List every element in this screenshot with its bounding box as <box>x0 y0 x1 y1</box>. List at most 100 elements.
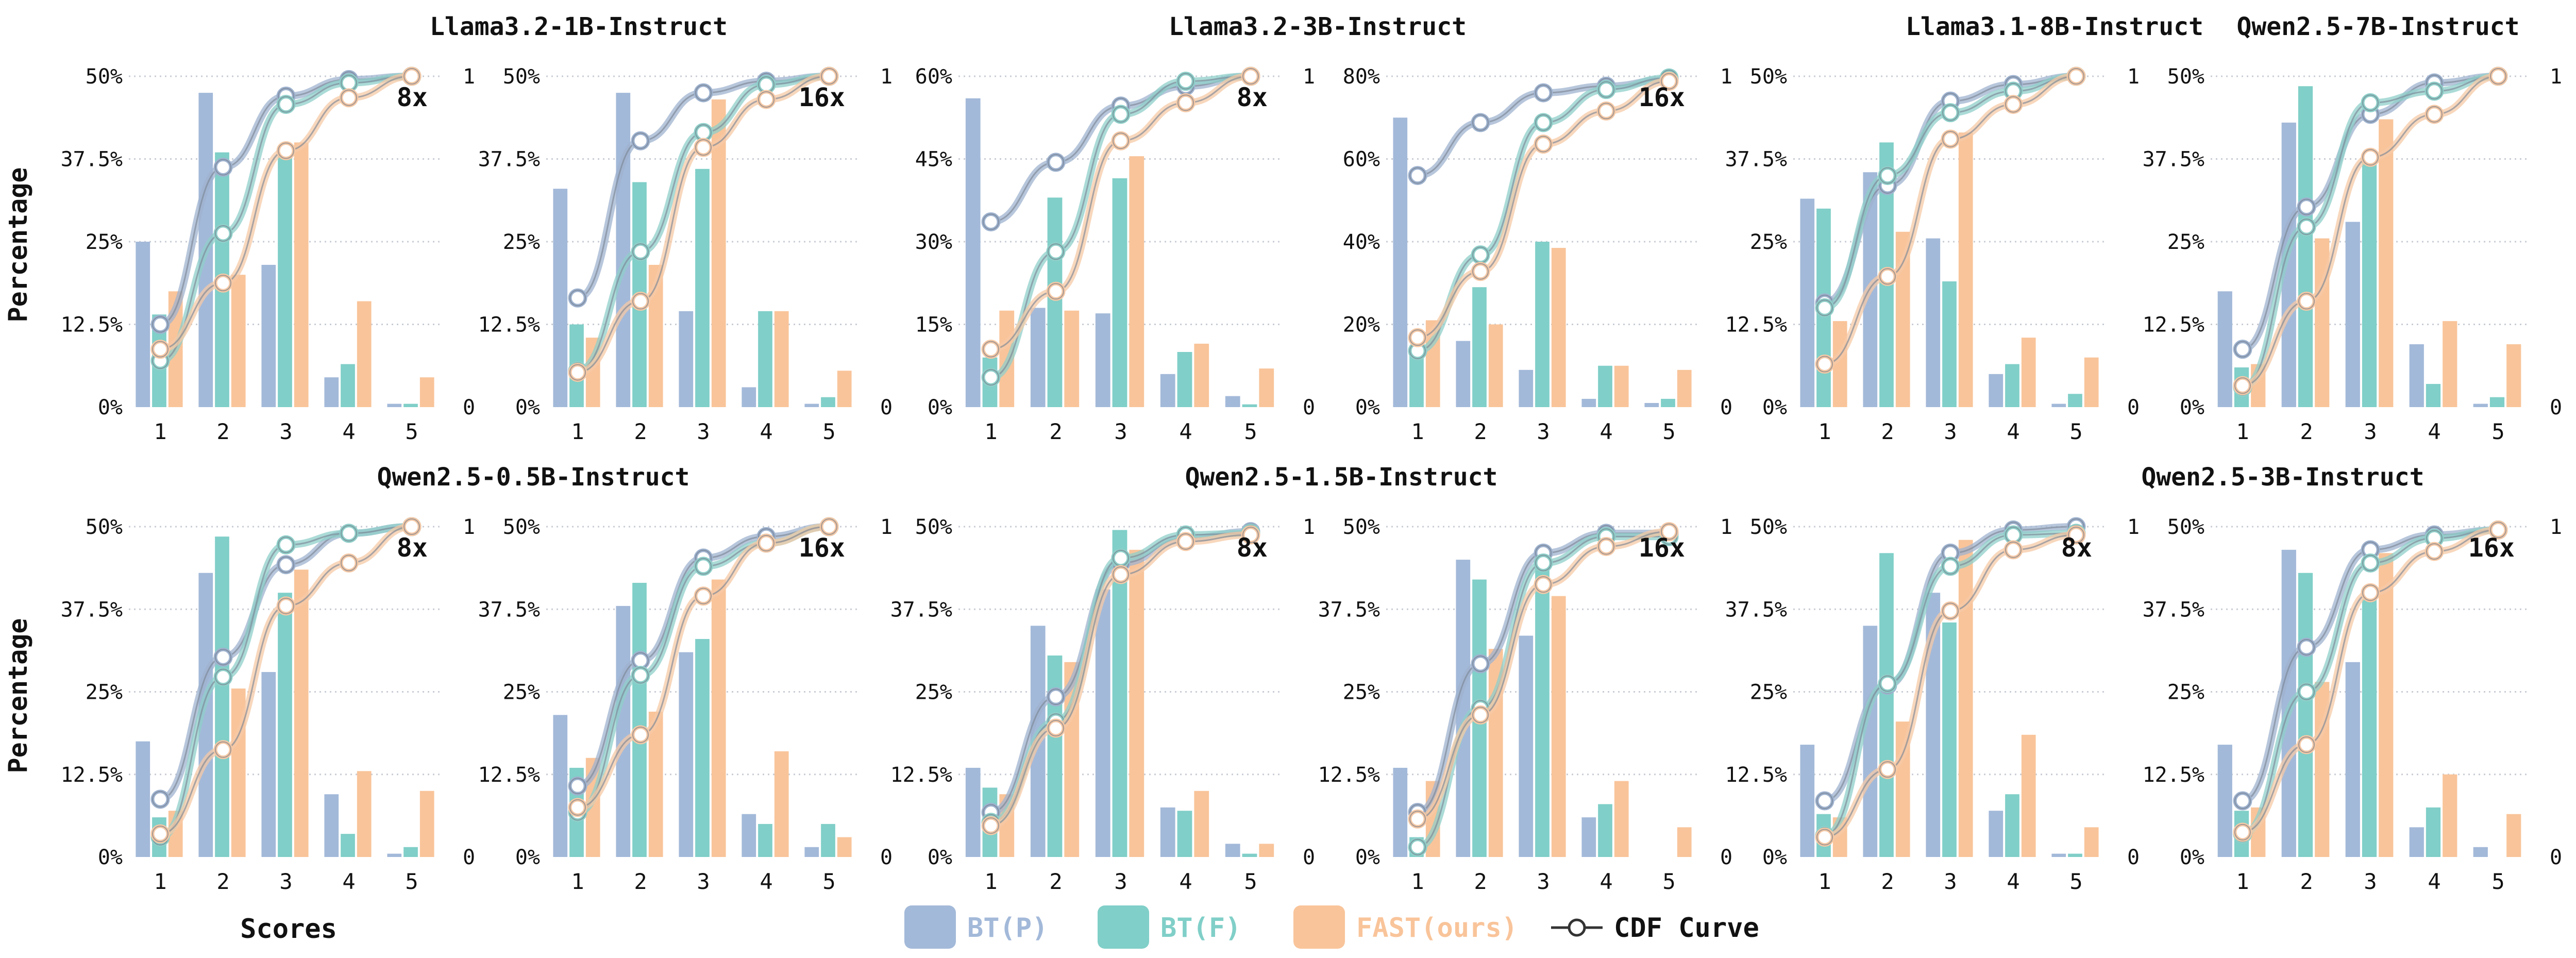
bar-bt-f--2 <box>632 582 647 857</box>
y-tick-label: 37.5% <box>2143 148 2204 172</box>
chart-panel-7: 0% 12.5% 25% 37.5% 50% 1 0 1 2 3 4 5 8x Qwen2.5-0.5B-… <box>61 463 690 894</box>
y2-tick-label: 1 <box>2127 515 2140 539</box>
cdf-point-outline <box>215 649 231 666</box>
chart-panel-5: 0% 12.5% 25% 37.5% 50% 1 0 1 2 3 4 5 Llama3.1-8B-Ins… <box>1725 12 2203 444</box>
cdf-point-outline <box>758 535 775 552</box>
x-tick-label: 5 <box>2491 869 2504 894</box>
bar-fast-ours--4 <box>2443 774 2457 857</box>
cdf-point-outline <box>1177 94 1194 111</box>
bar-bt-f--4 <box>1177 352 1192 407</box>
y-tick-label: 25% <box>1750 230 1787 254</box>
x-tick-label: 1 <box>154 419 166 444</box>
cdf-point-outline <box>1177 73 1194 90</box>
bar-bt-f--2 <box>1879 553 1894 857</box>
x-tick-label: 3 <box>1114 869 1127 894</box>
y-tick-label: 12.5% <box>890 763 952 787</box>
bar-bt-p--5 <box>804 404 819 407</box>
cdf-point-outline <box>695 139 712 156</box>
cdf-point-outline <box>152 316 169 333</box>
bar-bt-f--2 <box>215 536 229 857</box>
y-tick-label: 0% <box>1762 846 1787 869</box>
bar-fast-ours--3 <box>294 142 309 407</box>
cdf-point-outline <box>2068 527 2084 544</box>
cdf-point-outline <box>1409 329 1426 346</box>
y-tick-label: 50% <box>2167 65 2204 89</box>
y-tick-label: 50% <box>1750 65 1787 89</box>
bar-fast-ours--3 <box>711 579 726 857</box>
cdf-point-outline <box>695 587 712 604</box>
multiplier-tag: 16x <box>799 82 845 112</box>
cdf-point-outline <box>1113 106 1129 123</box>
multiplier-tag: 16x <box>2468 533 2515 563</box>
bar-fast-ours--4 <box>1194 343 1209 407</box>
bar-bt-f--3 <box>695 169 710 407</box>
x-tick-label: 1 <box>1411 419 1424 444</box>
bar-bt-p--4 <box>1160 374 1175 407</box>
y2-tick-label: 1 <box>2550 65 2562 89</box>
cdf-point-outline <box>2298 736 2315 753</box>
cdf-point-outline <box>1942 130 1959 147</box>
legend-swatch <box>904 905 956 949</box>
bar-bt-p--1 <box>553 189 568 407</box>
cdf-point-outline <box>2298 219 2315 236</box>
multiplier-tag: 16x <box>1639 82 1685 112</box>
bar-bt-p--1 <box>136 741 150 857</box>
cdf-point-outline <box>1598 538 1614 555</box>
multiplier-tag: 8x <box>397 82 428 112</box>
bar-bt-f--4 <box>758 823 772 857</box>
cdf-point-outline <box>1177 533 1194 550</box>
bar-bt-f--4 <box>2426 384 2441 407</box>
chart-panel-6: 0% 12.5% 25% 37.5% 50% 1 0 1 2 3 4 5 Qwen2.5-7B-Inst… <box>2143 12 2563 444</box>
chart-title: Llama3.1-8B-Instruct <box>1906 12 2203 41</box>
bar-bt-p--2 <box>616 93 631 408</box>
cdf-point-outline <box>632 293 649 310</box>
cdf-point-outline <box>2298 293 2315 310</box>
y-tick-label: 12.5% <box>1318 763 1380 787</box>
y2-tick-label: 1 <box>1303 65 1315 89</box>
legend-label: CDF Curve <box>1614 913 1759 944</box>
y-tick-label: 12.5% <box>61 313 123 337</box>
bar-bt-p--3 <box>1095 313 1110 407</box>
y-tick-label: 37.5% <box>478 148 540 172</box>
cdf-point-outline <box>1048 243 1064 260</box>
cdf-point-outline <box>341 554 357 572</box>
y-tick-label: 12.5% <box>478 763 540 787</box>
bar-bt-f--5 <box>1242 853 1257 857</box>
y-tick-label: 25% <box>1750 681 1787 704</box>
cdf-point-outline <box>2068 68 2084 85</box>
x-tick-label: 4 <box>2428 869 2440 894</box>
chart-panel-9: 0% 12.5% 25% 37.5% 50% 1 0 1 2 3 4 5 8x Qwen2.5-1.5B-… <box>890 463 1498 894</box>
bar-bt-p--4 <box>324 794 339 857</box>
cdf-point-outline <box>983 369 999 386</box>
bar-bt-p--5 <box>804 847 819 857</box>
cdf-curve <box>160 75 412 350</box>
bar-bt-f--5 <box>403 404 418 407</box>
chart-panel-2: 0% 12.5% 25% 37.5% 50% 1 0 1 2 3 4 5 16x <box>478 65 893 444</box>
cdf-curve <box>1417 80 1670 339</box>
bar-bt-p--5 <box>2473 404 2488 407</box>
cdf-point-outline <box>341 525 357 542</box>
y-tick-label: 60% <box>1343 148 1380 172</box>
bar-bt-f--5 <box>2068 853 2082 857</box>
cdf-point-outline <box>569 778 586 795</box>
cdf-point-outline <box>1598 81 1614 98</box>
bar-fast-ours--3 <box>2379 119 2394 407</box>
y2-tick-label: 0 <box>2127 396 2140 419</box>
y-tick-label: 37.5% <box>1318 598 1380 621</box>
cdf-point-outline <box>215 159 231 176</box>
bar-fast-ours--5 <box>1677 827 1692 857</box>
cdf-curve <box>1824 534 2077 838</box>
x-axis-label: Scores <box>240 914 337 945</box>
x-tick-label: 2 <box>1474 419 1487 444</box>
bar-bt-p--1 <box>1393 117 1408 407</box>
x-tick-label: 5 <box>2069 419 2082 444</box>
cdf-point-outline <box>2362 554 2379 572</box>
cdf-point-outline <box>2490 522 2506 539</box>
y2-tick-label: 1 <box>2127 65 2140 89</box>
cdf-point-outline <box>2234 341 2251 358</box>
cdf-point-outline <box>983 341 999 358</box>
cdf-point-outline <box>1661 73 1677 90</box>
y2-tick-label: 0 <box>880 846 893 869</box>
bar-bt-p--1 <box>1800 198 1815 407</box>
